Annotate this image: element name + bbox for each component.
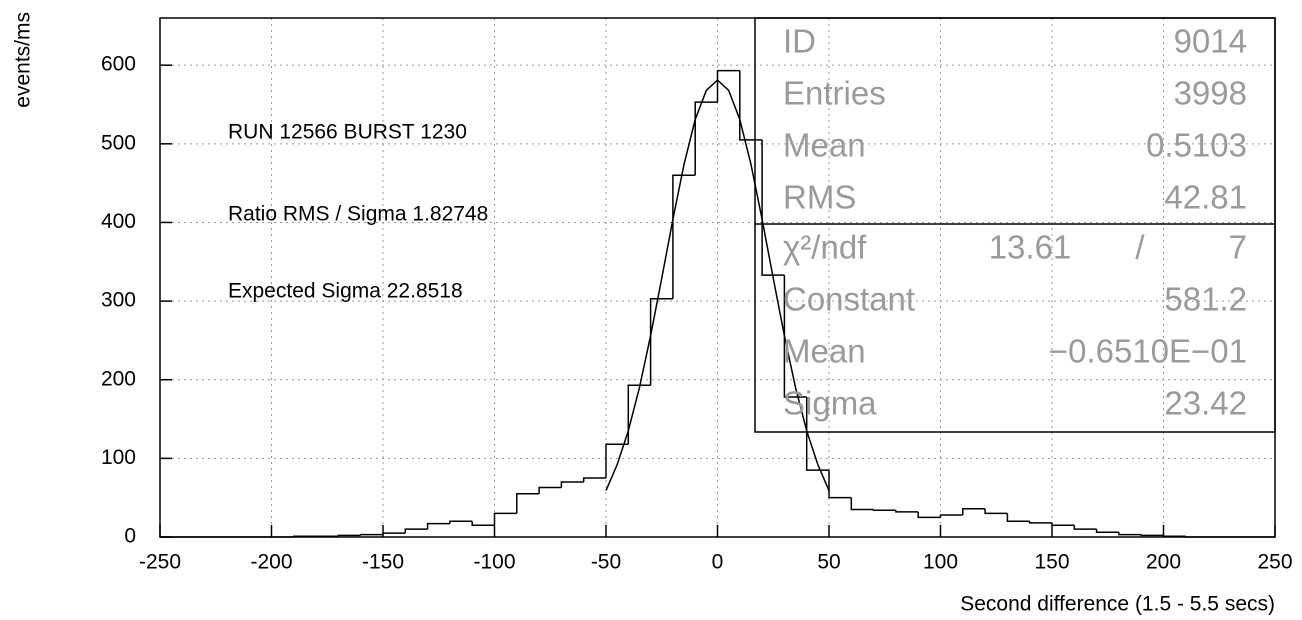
- y-tick-label: 600: [101, 53, 136, 76]
- histogram-bin: [627, 384, 651, 445]
- stat-value: 581.2: [1164, 281, 1247, 318]
- histogram-bin: [1095, 529, 1119, 534]
- y-axis-label: events/ms: [12, 12, 35, 108]
- x-tick-label: -50: [591, 551, 621, 574]
- histogram-bin: [962, 507, 986, 515]
- x-tick-label: 200: [1146, 551, 1181, 574]
- stats-box: [754, 17, 1276, 433]
- x-tick-label: -100: [473, 551, 515, 574]
- stat-value: 7: [1229, 229, 1247, 266]
- histogram-bin: [605, 443, 629, 479]
- stat-value: −0.6510E−01: [1049, 333, 1247, 370]
- stat-label: Mean: [783, 333, 866, 370]
- histogram-bin: [426, 522, 450, 530]
- annotation: RUN 12566 BURST 1230: [228, 121, 467, 144]
- x-tick-label: -250: [139, 551, 181, 574]
- histogram-bin: [1006, 513, 1030, 523]
- histogram-bin: [850, 497, 874, 511]
- stat-value: 0.5103: [1146, 127, 1247, 164]
- x-tick-label: -150: [362, 551, 404, 574]
- stat-value: /: [1135, 229, 1145, 266]
- histogram-bin: [1051, 522, 1075, 526]
- stat-label: ID: [783, 23, 816, 60]
- x-tick-label: 250: [1257, 551, 1292, 574]
- histogram-bin: [694, 101, 718, 176]
- histogram-bin: [1118, 532, 1142, 536]
- histogram-bin: [404, 528, 428, 534]
- histogram-bin: [939, 514, 963, 518]
- histogram-bin: [382, 532, 406, 535]
- histogram-bin: [984, 508, 1008, 515]
- y-tick-label: 300: [101, 289, 136, 312]
- histogram-bin: [560, 481, 584, 488]
- y-tick-label: 500: [101, 131, 136, 154]
- annotation: Expected Sigma 22.8518: [228, 280, 463, 303]
- y-tick-label: 200: [101, 367, 136, 390]
- histogram-bin: [783, 275, 807, 398]
- stat-label: χ²/ndf: [783, 229, 867, 266]
- y-tick-label: 0: [124, 525, 136, 548]
- histogram-bin: [1162, 535, 1186, 537]
- histogram-bin: [449, 520, 473, 524]
- x-tick-label: 50: [817, 551, 840, 574]
- y-tick-label: 100: [101, 446, 136, 469]
- stat-label: Constant: [783, 281, 915, 318]
- histogram-bin: [828, 470, 852, 499]
- histogram-bin: [471, 521, 495, 526]
- histogram-bin: [493, 512, 517, 526]
- histogram-bin: [1140, 534, 1164, 537]
- stat-value: 9014: [1174, 23, 1247, 60]
- histogram-bin: [895, 510, 919, 513]
- stat-value: 23.42: [1164, 385, 1247, 422]
- histogram-bin: [872, 509, 896, 512]
- histogram-bin: [538, 486, 562, 494]
- x-axis-label: Second difference (1.5 - 5.5 secs): [960, 593, 1275, 616]
- stat-value: 13.61: [989, 229, 1072, 266]
- x-tick-label: 100: [923, 551, 958, 574]
- histogram-bin: [293, 535, 317, 537]
- fit-curve: [605, 79, 830, 491]
- stat-label: RMS: [783, 179, 856, 216]
- histogram-bin: [649, 297, 673, 386]
- histogram-bin: [739, 70, 763, 141]
- histogram-bin: [1185, 536, 1209, 538]
- histogram-bin: [805, 397, 829, 471]
- histogram-bin: [1028, 521, 1052, 524]
- histogram-bin: [359, 533, 383, 536]
- histogram-bin: [516, 493, 540, 514]
- histogram-bin: [1073, 525, 1097, 530]
- histogram-bin: [917, 511, 941, 519]
- histogram-bin: [761, 139, 785, 276]
- histogram-bin: [337, 534, 361, 537]
- y-tick-label: 400: [101, 210, 136, 233]
- histogram-bin: [716, 69, 740, 103]
- stat-value: 42.81: [1164, 179, 1247, 216]
- stat-label: Sigma: [783, 385, 877, 422]
- annotation: Ratio RMS / Sigma 1.82748: [228, 203, 488, 226]
- x-tick-label: 150: [1034, 551, 1069, 574]
- x-tick-label: -200: [250, 551, 292, 574]
- histogram-bin: [672, 174, 696, 299]
- stat-label: Mean: [783, 127, 866, 164]
- histogram-bin: [582, 477, 606, 482]
- x-tick-label: 0: [712, 551, 724, 574]
- stat-label: Entries: [783, 75, 886, 112]
- stat-value: 3998: [1174, 75, 1247, 112]
